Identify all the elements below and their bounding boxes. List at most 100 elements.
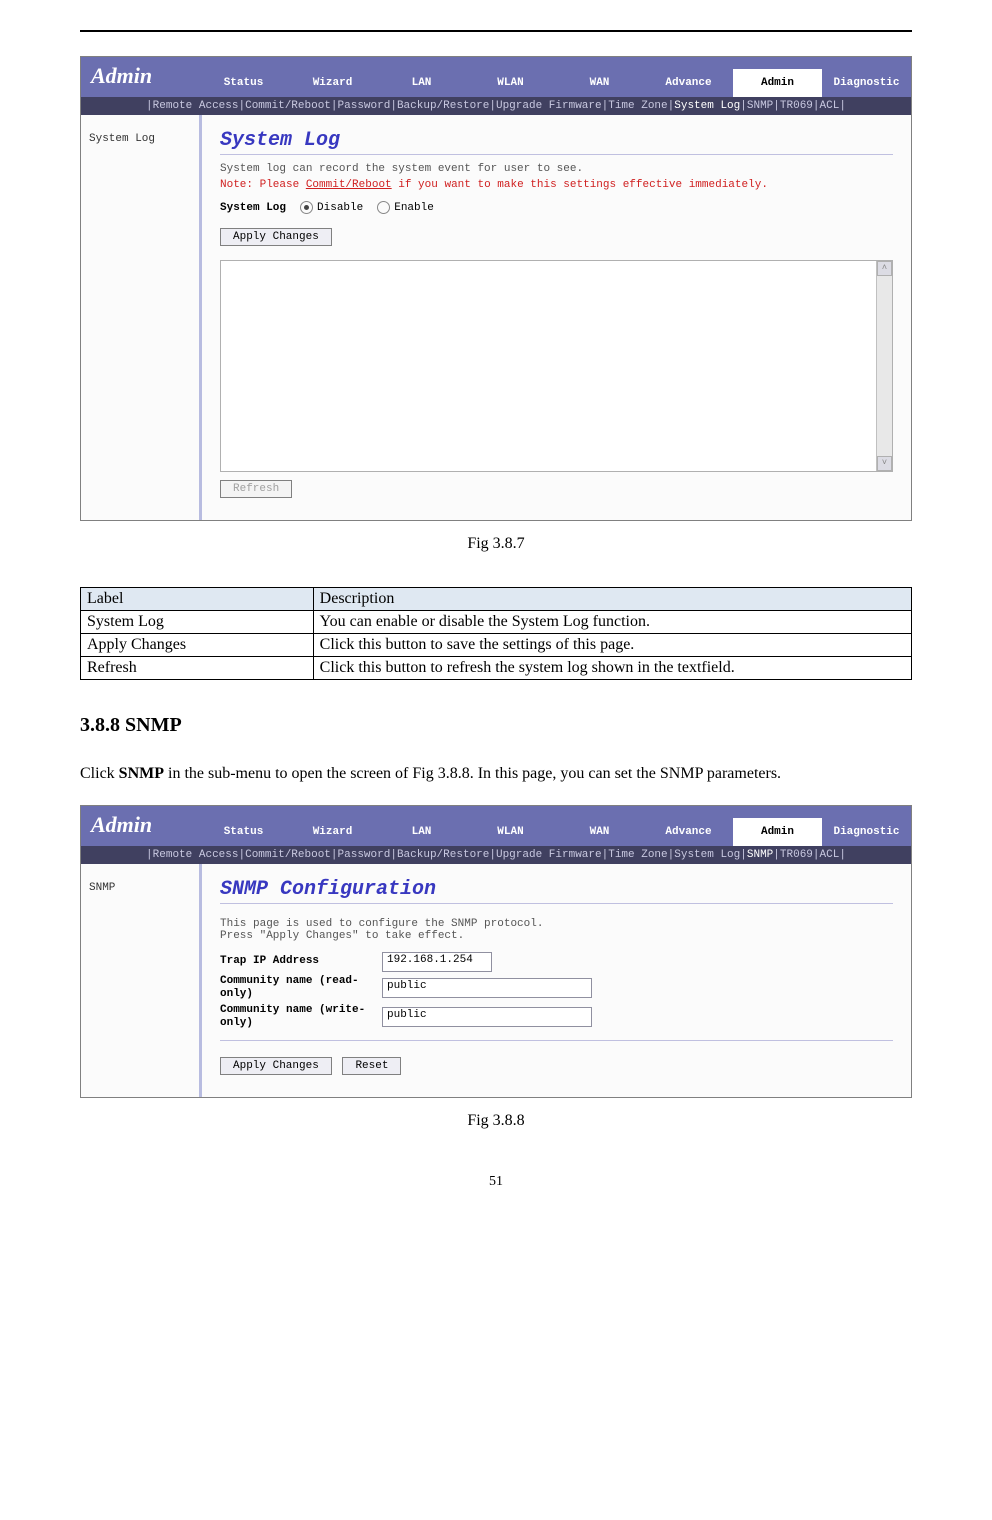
submenu-remote-access[interactable]: Remote Access	[153, 849, 239, 861]
page-description: System log can record the system event f…	[220, 163, 893, 175]
community-writeonly-row: Community name (write-only) public	[220, 1004, 893, 1030]
submenu-system-log[interactable]: System Log	[674, 849, 740, 861]
body-part2: in the sub-menu to open the screen of Fi…	[164, 765, 781, 782]
main-tabs: StatusWizardLANWLANWANAdvanceAdminDiagno…	[199, 806, 911, 846]
body-part1: Click	[80, 765, 119, 782]
page-description-2: Press "Apply Changes" to take effect.	[220, 930, 893, 942]
radio-enable[interactable]: Enable	[377, 201, 434, 214]
scrollbar[interactable]	[876, 261, 892, 471]
note-suffix: if you want to make this settings effect…	[392, 179, 768, 191]
submenu-upgrade-firmware[interactable]: Upgrade Firmware	[496, 849, 602, 861]
tab-wan[interactable]: WAN	[555, 818, 644, 846]
submenu-password[interactable]: Password	[338, 849, 391, 861]
tab-wizard[interactable]: Wizard	[288, 69, 377, 97]
submenu-commit-reboot[interactable]: Commit/Reboot	[245, 100, 331, 112]
submenu-acl[interactable]: ACL	[820, 849, 840, 861]
tab-lan[interactable]: LAN	[377, 69, 466, 97]
title-rule	[220, 154, 893, 155]
page-description-1: This page is used to configure the SNMP …	[220, 918, 893, 930]
tab-diagnostic[interactable]: Diagnostic	[822, 69, 911, 97]
community-readonly-row: Community name (read-only) public	[220, 975, 893, 1001]
body-bold: SNMP	[119, 765, 164, 782]
figure-caption-1: Fig 3.8.7	[80, 535, 912, 553]
community-readonly-label: Community name (read-only)	[220, 975, 370, 1001]
submenu-snmp[interactable]: SNMP	[747, 100, 773, 112]
radio-icon	[377, 201, 390, 214]
submenu-tr069[interactable]: TR069	[780, 849, 813, 861]
brand: Admin	[81, 57, 199, 97]
page-title: SNMP Configuration	[220, 878, 893, 901]
page-number: 51	[80, 1174, 912, 1190]
tab-advance[interactable]: Advance	[644, 818, 733, 846]
sidebar-label[interactable]: SNMP	[89, 882, 115, 894]
submenu-time-zone[interactable]: Time Zone	[608, 849, 667, 861]
tab-diagnostic[interactable]: Diagnostic	[822, 818, 911, 846]
table-row: System LogYou can enable or disable the …	[81, 611, 912, 634]
submenu-backup-restore[interactable]: Backup/Restore	[397, 849, 489, 861]
submenu-tr069[interactable]: TR069	[780, 100, 813, 112]
radio-enable-label: Enable	[394, 202, 434, 214]
tab-status[interactable]: Status	[199, 69, 288, 97]
submenu-time-zone[interactable]: Time Zone	[608, 100, 667, 112]
table-cell: Apply Changes	[81, 634, 314, 657]
tab-lan[interactable]: LAN	[377, 818, 466, 846]
table-cell: Refresh	[81, 657, 314, 680]
scroll-up-icon[interactable]: ˄	[877, 261, 892, 276]
apply-changes-button[interactable]: Apply Changes	[220, 1057, 332, 1075]
systemlog-option-row: System Log Disable Enable	[220, 201, 893, 214]
tab-wan[interactable]: WAN	[555, 69, 644, 97]
page-top-rule	[80, 30, 912, 32]
trap-ip-label: Trap IP Address	[220, 955, 370, 968]
table-cell: Click this button to refresh the system …	[313, 657, 911, 680]
submenu-acl[interactable]: ACL	[820, 100, 840, 112]
trap-ip-row: Trap IP Address 192.168.1.254	[220, 952, 893, 972]
reset-button[interactable]: Reset	[342, 1057, 401, 1075]
submenu-remote-access[interactable]: Remote Access	[153, 100, 239, 112]
form-rule	[220, 1040, 893, 1041]
table-row: RefreshClick this button to refresh the …	[81, 657, 912, 680]
apply-changes-button[interactable]: Apply Changes	[220, 228, 332, 246]
sidebar: System Log	[81, 115, 199, 520]
tab-wlan[interactable]: WLAN	[466, 818, 555, 846]
tab-admin[interactable]: Admin	[733, 818, 822, 846]
table-cell: You can enable or disable the System Log…	[313, 611, 911, 634]
community-writeonly-label: Community name (write-only)	[220, 1004, 370, 1030]
router-screenshot-snmp: Admin StatusWizardLANWLANWANAdvanceAdmin…	[80, 805, 912, 1099]
submenu-backup-restore[interactable]: Backup/Restore	[397, 100, 489, 112]
community-writeonly-input[interactable]: public	[382, 1007, 592, 1027]
table-cell: System Log	[81, 611, 314, 634]
tab-admin[interactable]: Admin	[733, 69, 822, 97]
router-screenshot-systemlog: Admin StatusWizardLANWLANWANAdvanceAdmin…	[80, 56, 912, 521]
table-header: Description	[313, 588, 911, 611]
scroll-down-icon[interactable]: ˅	[877, 456, 892, 471]
submenu-snmp[interactable]: SNMP	[747, 849, 773, 861]
sidebar: SNMP	[81, 864, 199, 1098]
description-table: LabelDescription System LogYou can enabl…	[80, 587, 912, 680]
log-textarea[interactable]: ˄ ˅	[220, 260, 893, 472]
submenu-system-log[interactable]: System Log	[674, 100, 740, 112]
tab-advance[interactable]: Advance	[644, 69, 733, 97]
note-prefix: Note: Please	[220, 179, 306, 191]
section-body: Click SNMP in the sub-menu to open the s…	[80, 757, 912, 791]
submenu-upgrade-firmware[interactable]: Upgrade Firmware	[496, 100, 602, 112]
note-text: Note: Please Commit/Reboot if you want t…	[220, 179, 893, 191]
radio-disable[interactable]: Disable	[300, 201, 363, 214]
option-label: System Log	[220, 202, 286, 214]
radio-disable-label: Disable	[317, 202, 363, 214]
table-header: Label	[81, 588, 314, 611]
submenu-commit-reboot[interactable]: Commit/Reboot	[245, 849, 331, 861]
community-readonly-input[interactable]: public	[382, 978, 592, 998]
submenu-bar: |Remote Access|Commit/Reboot|Password|Ba…	[81, 846, 911, 864]
tab-wlan[interactable]: WLAN	[466, 69, 555, 97]
table-row: Apply ChangesClick this button to save t…	[81, 634, 912, 657]
title-rule	[220, 903, 893, 904]
commit-reboot-link[interactable]: Commit/Reboot	[306, 179, 392, 191]
main-tabs: StatusWizardLANWLANWANAdvanceAdminDiagno…	[199, 57, 911, 97]
trap-ip-input[interactable]: 192.168.1.254	[382, 952, 492, 972]
refresh-button[interactable]: Refresh	[220, 480, 292, 498]
tab-wizard[interactable]: Wizard	[288, 818, 377, 846]
section-heading: 3.8.8 SNMP	[80, 714, 912, 737]
submenu-password[interactable]: Password	[338, 100, 391, 112]
tab-status[interactable]: Status	[199, 818, 288, 846]
sidebar-label[interactable]: System Log	[89, 133, 155, 145]
